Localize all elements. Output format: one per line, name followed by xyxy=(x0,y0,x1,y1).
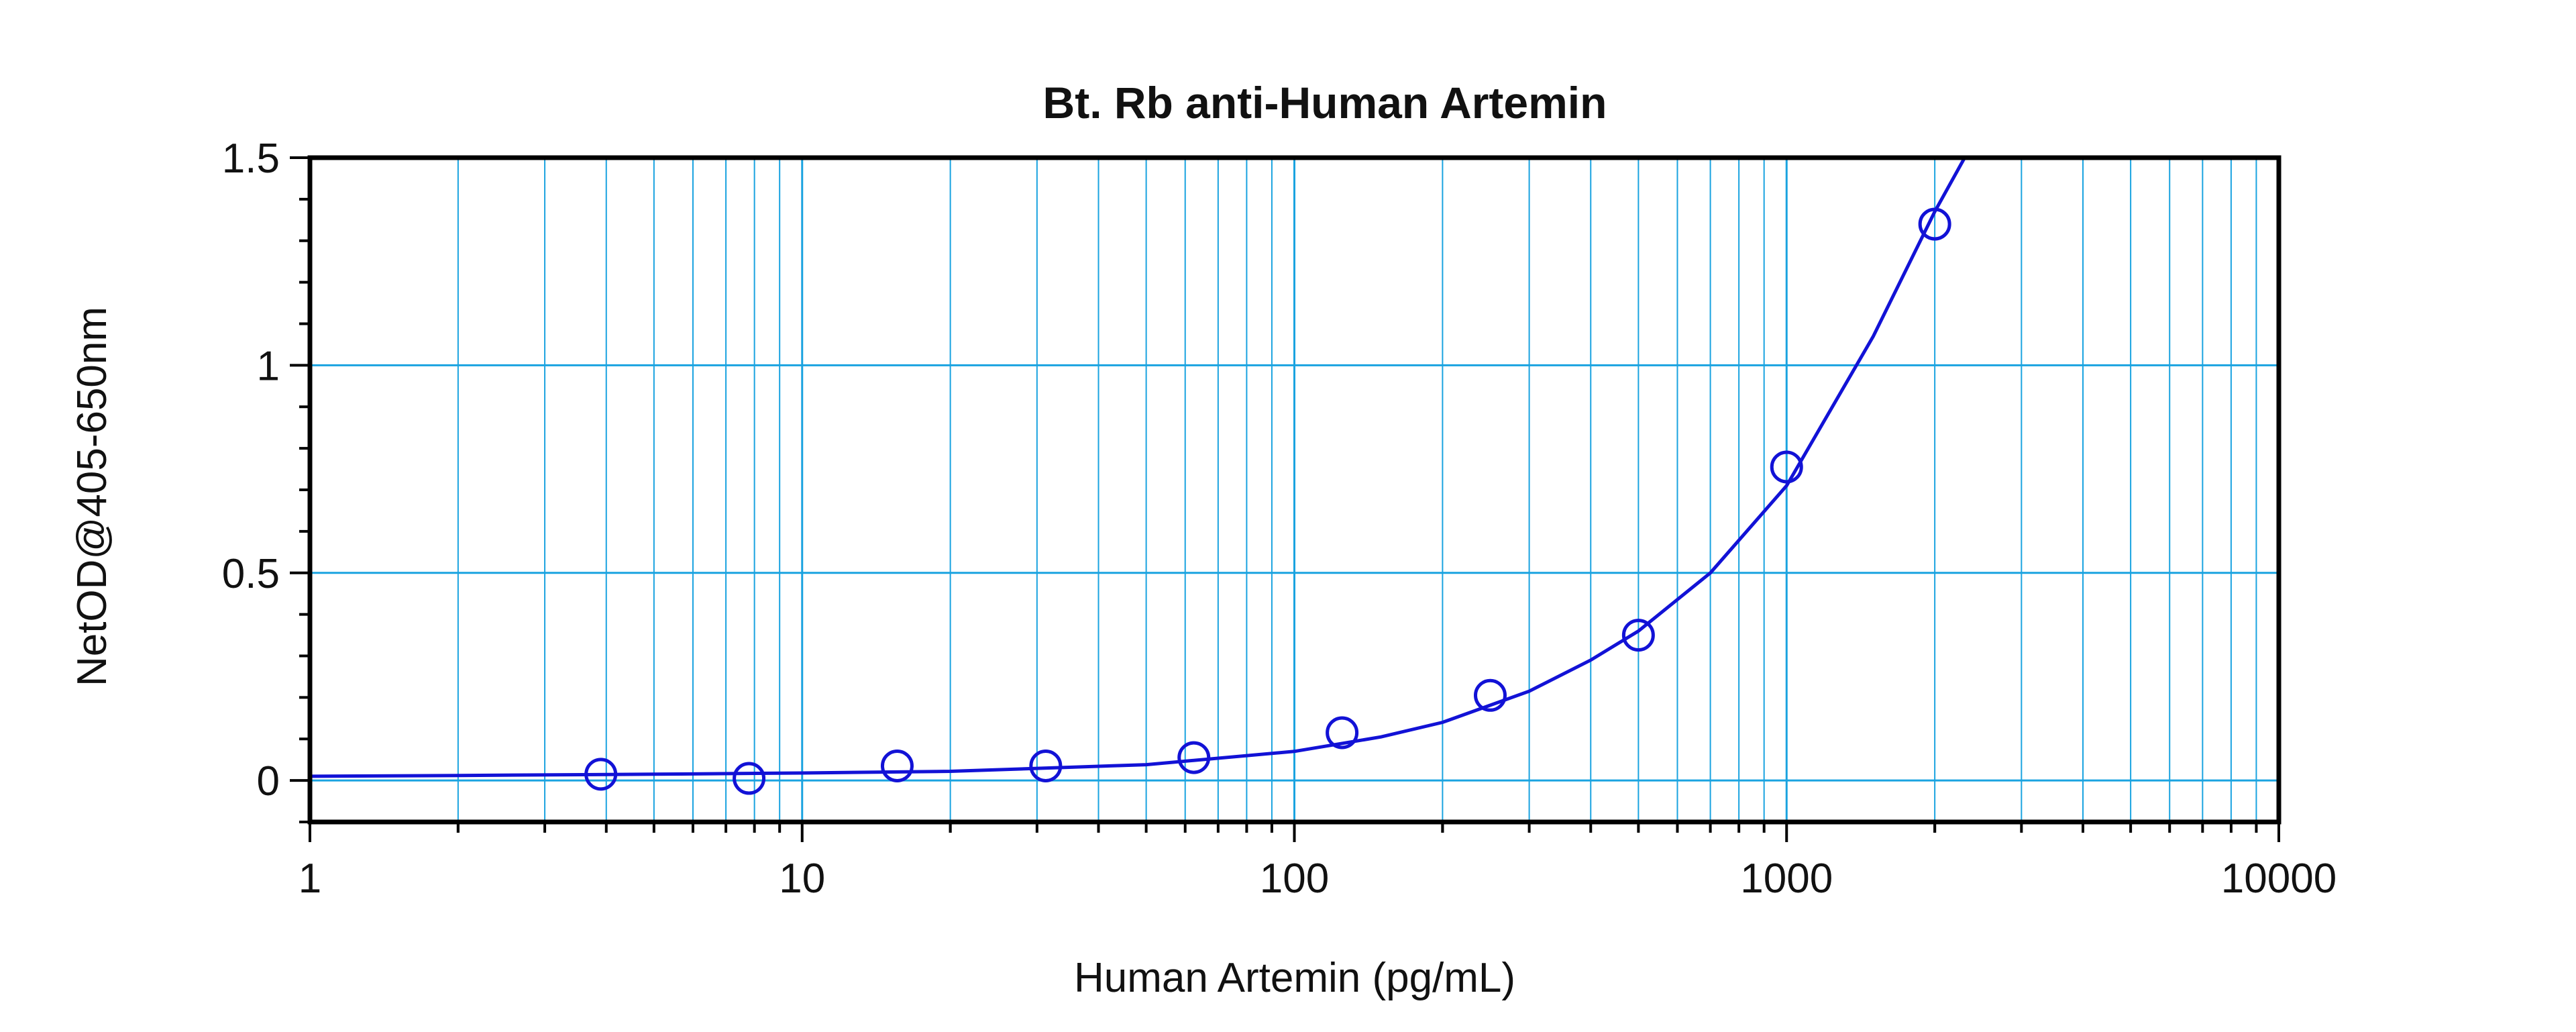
y-tick-label: 0 xyxy=(257,758,280,805)
data-point xyxy=(1918,207,1951,241)
data-point xyxy=(1770,450,1803,484)
x-tick-label: 100 xyxy=(1260,856,1329,902)
grid xyxy=(310,158,2279,822)
data-point xyxy=(1621,619,1655,652)
plot-frame xyxy=(307,155,2282,825)
data-points xyxy=(584,207,1951,795)
tick-labels: 1 10 100 1000 10000 0 0.5 1 1.5 xyxy=(222,136,2337,902)
data-point xyxy=(880,749,914,782)
x-axis-label: Human Artemin (pg/mL) xyxy=(1074,955,1515,1001)
x-tick-label: 1 xyxy=(299,856,321,902)
x-tick-label: 10000 xyxy=(2221,856,2337,902)
fit-curve-layer xyxy=(310,158,1966,778)
chart-title: Bt. Rb anti-Human Artemin xyxy=(1043,78,1607,127)
data-point xyxy=(1177,741,1211,774)
data-point xyxy=(1326,716,1359,750)
data-point xyxy=(1473,678,1507,712)
data-point xyxy=(1029,749,1063,782)
y-tick-label: 0.5 xyxy=(222,551,280,597)
data-point xyxy=(733,762,766,795)
axis-ticks xyxy=(290,156,2280,842)
x-tick-label: 10 xyxy=(779,856,825,902)
y-tick-label: 1.5 xyxy=(222,136,280,182)
fit-curve xyxy=(310,158,1966,778)
y-axis-label: NetOD@405-650nm xyxy=(69,307,115,686)
data-point xyxy=(584,758,618,791)
x-tick-label: 1000 xyxy=(1740,856,1833,902)
y-tick-label: 1 xyxy=(257,343,280,389)
